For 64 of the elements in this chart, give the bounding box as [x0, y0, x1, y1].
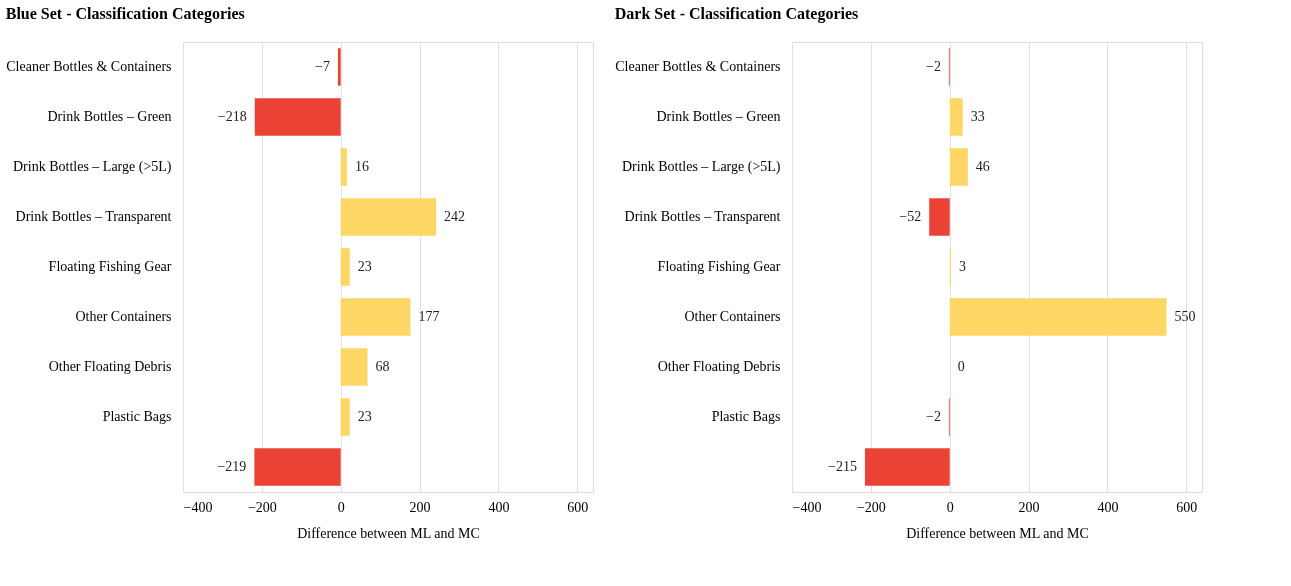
data-label: 0: [957, 359, 965, 374]
data-label: −218: [217, 109, 247, 124]
x-tick-label: 0: [946, 499, 954, 515]
x-tick-label: 600: [1176, 499, 1198, 515]
data-label: −7: [315, 59, 330, 74]
x-tick-label: 0: [337, 499, 345, 515]
data-label: 242: [444, 209, 466, 224]
bar: [949, 98, 963, 136]
y-tick-label: Other Containers: [684, 309, 781, 324]
bar: [340, 298, 411, 336]
chart-title: Dark Set - Classification Categories: [614, 5, 859, 23]
y-tick-label: Floating Fishing Gear: [657, 259, 781, 274]
y-tick-label: Drink Bottles – Large (>5L): [13, 159, 172, 175]
bar: [340, 398, 350, 436]
bar: [340, 198, 437, 236]
y-tick-label: Drink Bottles – Transparent: [624, 209, 781, 224]
x-tick-label: 600: [567, 499, 589, 515]
x-tick-label: −400: [792, 499, 822, 515]
data-label: −215: [828, 459, 857, 474]
data-label: 16: [355, 159, 369, 174]
data-label: −2: [926, 59, 941, 74]
bar: [340, 348, 368, 386]
data-label: −2: [926, 409, 941, 424]
y-tick-label: Plastic Bags: [711, 409, 781, 424]
y-tick-label: Drink Bottles – Large (>5L): [622, 159, 781, 175]
bar: [340, 148, 347, 186]
bar: [949, 148, 968, 186]
y-tick-label: Other Containers: [75, 309, 172, 324]
bar: [949, 298, 1167, 336]
data-label: 23: [357, 409, 372, 424]
data-label: 46: [975, 159, 990, 174]
y-tick-label: Drink Bottles – Transparent: [15, 209, 172, 224]
y-tick-label: Cleaner Bottles & Containers: [6, 59, 172, 74]
y-tick-label: Drink Bottles – Green: [656, 109, 781, 124]
data-label: 550: [1174, 309, 1196, 324]
bar: [929, 198, 950, 236]
data-label: 68: [375, 359, 390, 374]
x-tick-label: −200: [856, 499, 886, 515]
bar: [864, 448, 950, 486]
y-tick-label: Plastic Bags: [102, 409, 172, 424]
data-label: −52: [899, 209, 922, 224]
data-label: −219: [217, 459, 247, 474]
x-tick-label: 200: [1018, 499, 1040, 515]
bar: [254, 448, 341, 486]
x-axis-title: Difference between ML and MC: [297, 525, 480, 541]
y-tick-label: Other Floating Debris: [657, 359, 781, 374]
bar: [340, 248, 350, 286]
x-tick-label: −200: [247, 499, 277, 515]
x-tick-label: −400: [183, 499, 213, 515]
data-label: 177: [418, 309, 440, 324]
x-tick-label: 400: [488, 499, 510, 515]
y-tick-label: Other Floating Debris: [48, 359, 172, 374]
x-tick-label: 400: [1097, 499, 1119, 515]
y-tick-label: Cleaner Bottles & Containers: [615, 59, 781, 74]
y-tick-label: Drink Bottles – Green: [47, 109, 172, 124]
x-axis-title: Difference between ML and MC: [906, 525, 1089, 541]
y-tick-label: Floating Fishing Gear: [48, 259, 172, 274]
bar: [254, 98, 341, 136]
data-label: 23: [357, 259, 372, 274]
chart-title: Blue Set - Classification Categories: [5, 5, 245, 23]
data-label: 33: [970, 109, 985, 124]
bar: [337, 48, 341, 86]
data-label: 3: [958, 259, 966, 274]
x-tick-label: 200: [409, 499, 431, 515]
